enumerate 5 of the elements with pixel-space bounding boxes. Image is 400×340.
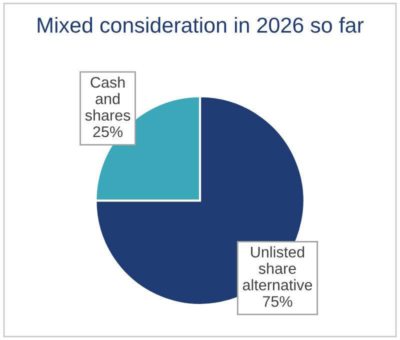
chart-title: Mixed consideration in 2026 so far <box>38 17 364 33</box>
data-label: 75% <box>262 296 292 307</box>
slice-label: Cash and shares <box>85 76 130 121</box>
data-label: 25% <box>93 126 123 138</box>
slice-label: Unlisted share alternative <box>242 246 312 290</box>
